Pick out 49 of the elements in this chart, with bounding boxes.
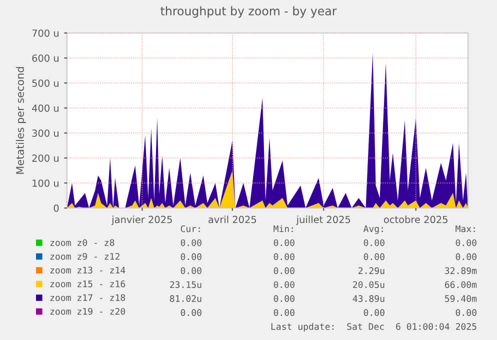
y-tick-label: 500 u bbox=[32, 79, 58, 87]
legend-label: zoom z17 - z18 bbox=[50, 294, 126, 302]
text: 0.00 bbox=[456, 253, 476, 260]
legend-label: zoom z13 - z14 bbox=[50, 266, 126, 274]
legend-label: zoom z19 - z20 bbox=[50, 308, 126, 315]
text: 0.00 bbox=[274, 267, 294, 274]
legend-label: zoom z0 - z8 bbox=[50, 239, 114, 246]
text: 0.00 bbox=[274, 253, 294, 260]
text: Avg: bbox=[363, 225, 383, 234]
text: 0.00 bbox=[456, 309, 476, 316]
y-tick-label: 200 u bbox=[32, 154, 58, 162]
text: 0.00 bbox=[180, 253, 202, 260]
y-tick-label: 700 u bbox=[32, 29, 58, 37]
text: 20.05u bbox=[353, 281, 384, 288]
x-tick-label: avril 2025 bbox=[208, 216, 256, 224]
text: 23.15u bbox=[170, 281, 202, 288]
text: 0.00 bbox=[274, 281, 294, 288]
y-tick-label: 400 u bbox=[32, 104, 58, 112]
text: 0.00 bbox=[274, 239, 294, 246]
text: 0.00 bbox=[180, 267, 202, 274]
text: 2.29u bbox=[358, 267, 384, 274]
text: 0.00 bbox=[364, 253, 384, 260]
text: Min: bbox=[274, 225, 293, 232]
text: 0.00 bbox=[456, 239, 476, 246]
text: 0.00 bbox=[274, 295, 294, 302]
text: Last update: Sat Dec 6 01:00:04 2025 bbox=[271, 322, 476, 332]
x-tick-label: janvier 2025 bbox=[111, 216, 172, 226]
text: 32.89m bbox=[444, 267, 477, 274]
y-tick-label: 600 u bbox=[32, 54, 58, 62]
legend-label: zoom z9 - z12 bbox=[50, 252, 120, 260]
x-tick-label: octobre 2025 bbox=[384, 216, 448, 224]
y-axis-title: Metatiles per second bbox=[16, 67, 26, 174]
text: 0.00 bbox=[364, 309, 384, 316]
y-tick-label: 300 u bbox=[32, 129, 58, 137]
y-tick-label: 0 bbox=[54, 204, 59, 212]
text: 0.00 bbox=[274, 309, 294, 316]
text: 66.00m bbox=[444, 281, 477, 288]
legend-label: zoom z15 - z16 bbox=[50, 280, 126, 288]
text: 43.89u bbox=[352, 295, 384, 302]
text: Max: bbox=[456, 225, 475, 232]
text: 0.00 bbox=[180, 309, 202, 316]
text: Cur: bbox=[180, 225, 200, 232]
text: 59.40m bbox=[445, 295, 477, 302]
chart-title: throughput by zoom - by year bbox=[160, 6, 337, 18]
text: 81.02u bbox=[170, 295, 202, 302]
x-tick-label: juillet 2025 bbox=[296, 216, 350, 226]
y-tick-label: 100 u bbox=[32, 179, 58, 187]
text: 0.00 bbox=[180, 239, 202, 246]
text: 0.00 bbox=[364, 239, 384, 246]
